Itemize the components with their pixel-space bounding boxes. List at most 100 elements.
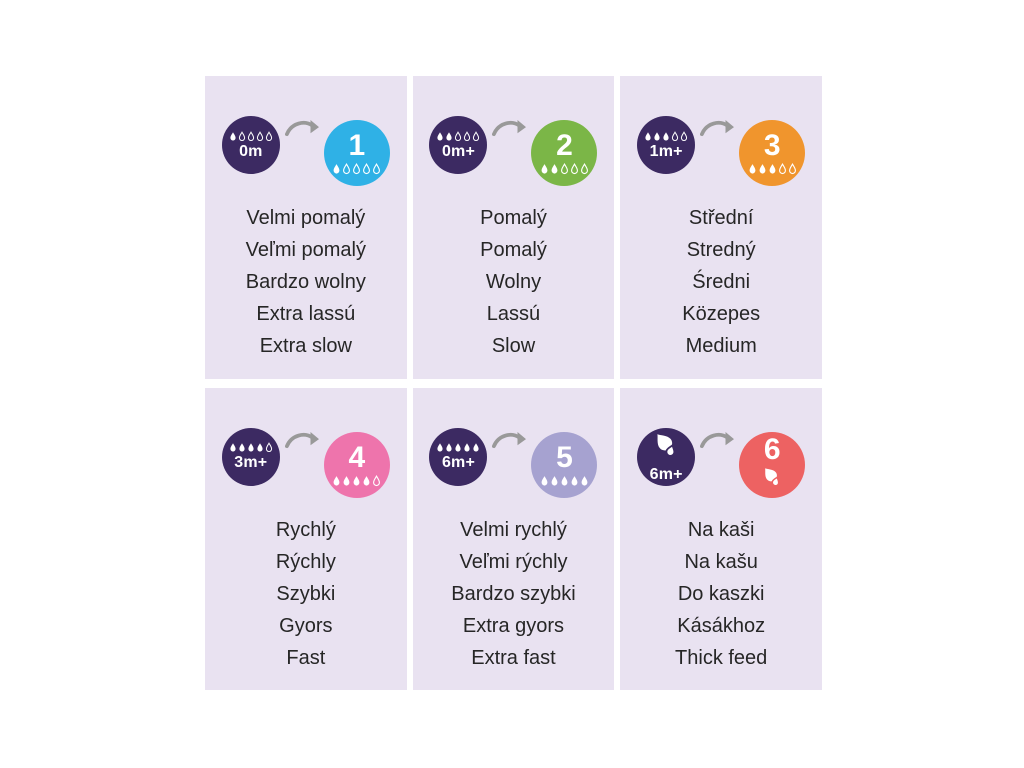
flow-circle-icon	[332, 473, 381, 487]
age-circle-icon	[651, 430, 681, 465]
flow-name: Fast	[286, 646, 326, 669]
droplet-icon	[581, 163, 588, 175]
flow-circle-icon	[760, 465, 784, 494]
flow-name: Rychlý	[275, 518, 336, 541]
droplet-icon	[749, 164, 756, 174]
droplet-icon	[541, 475, 548, 486]
droplet-icon	[363, 475, 370, 486]
droplet-icon	[464, 443, 471, 452]
flow-circle-icon	[332, 161, 381, 175]
flow-number: 1	[348, 129, 366, 162]
flow-name: Velmi pomalý	[246, 207, 366, 229]
flow-names-list: Rychlý Rýchly Szybki Gyors Fast	[205, 514, 407, 674]
droplet-icon	[265, 130, 272, 141]
droplet-icon	[230, 443, 236, 452]
droplet-icon	[769, 164, 776, 174]
droplet-icon	[681, 130, 688, 141]
flow-number: 4	[348, 440, 366, 474]
age-circle-icon	[436, 130, 480, 142]
flow-name: Extra fast	[471, 646, 556, 669]
flow-circle-icon	[540, 161, 589, 175]
age-circle-icon	[229, 130, 273, 142]
flow-icon-row: 6m+ 6	[637, 427, 806, 498]
flow-names-list: Střední Stredný Średni Közepes Medium	[620, 202, 822, 362]
droplet-icon	[248, 443, 254, 452]
flow-name: Wolny	[485, 271, 542, 293]
flow-name: Lassú	[486, 303, 541, 325]
droplet-row	[229, 130, 273, 142]
droplet-icon	[663, 131, 669, 141]
droplet-row	[332, 474, 381, 487]
droplet-icon	[333, 475, 340, 486]
age-circle-icon	[229, 442, 273, 453]
flow-icon-row: 6m+ 5	[429, 427, 598, 498]
flow-name: Közepes	[682, 303, 761, 325]
age-label: 0m	[239, 142, 263, 160]
droplet-icon	[788, 163, 796, 175]
flow-number-circle: 2	[531, 120, 598, 186]
upgrade-curved-arrow-icon	[492, 431, 527, 448]
droplet-icon	[343, 163, 351, 175]
flow-names-list: Velmi rychlý Veľmi rýchly Bardzo szybki Ext…	[413, 514, 615, 674]
droplet-icon	[373, 163, 381, 175]
age-label: 6m+	[649, 466, 683, 483]
flow-name: Do kaszki	[677, 582, 765, 605]
upgrade-curved-arrow-icon	[284, 120, 319, 137]
thick-feed-icon	[651, 434, 681, 464]
flow-name: Bardzo szybki	[451, 582, 576, 605]
flow-names-list: Velmi pomalý Veľmi pomalý Bardzo wolny Extr…	[205, 202, 407, 362]
flow-name: Veľmi pomalý	[245, 239, 366, 261]
flow-name: Rýchly	[275, 550, 336, 573]
droplet-icon	[446, 131, 453, 141]
flow-names-list: Pomalý Pomalý Wolny Lassú Slow	[413, 202, 615, 362]
droplet-icon	[256, 130, 263, 141]
flow-card-1: 0m 1 Velmi pomalý Veľmi pomalý Bardzo woln…	[205, 76, 407, 379]
flow-name: Średni	[692, 271, 751, 293]
flow-number: 5	[556, 440, 573, 474]
flow-icon-row: 0m 1	[221, 116, 390, 186]
flow-name: Thick feed	[675, 646, 768, 669]
flow-cards-grid: 0m 1 Velmi pomalý Veľmi pomalý Bardzo woln…	[205, 76, 822, 690]
droplet-icon	[551, 475, 558, 486]
droplet-icon	[541, 164, 548, 174]
flow-name: Pomalý	[480, 207, 547, 229]
droplet-icon	[654, 131, 660, 141]
flow-name: Extra slow	[259, 335, 352, 357]
droplet-row	[436, 130, 480, 142]
droplet-row	[540, 475, 589, 487]
droplet-icon	[473, 443, 480, 452]
flow-number: 6	[763, 433, 781, 466]
flow-number-circle: 4	[323, 431, 390, 498]
age-label: 0m+	[441, 142, 476, 160]
flow-circle-icon	[540, 473, 589, 487]
droplet-icon	[239, 443, 245, 452]
droplet-icon	[551, 164, 558, 174]
age-circle: 6m+	[637, 427, 696, 486]
flow-number: 3	[763, 129, 781, 162]
flow-number: 2	[556, 129, 573, 162]
flow-name: Bardzo wolny	[245, 271, 366, 293]
flow-name: Szybki	[276, 582, 336, 605]
droplet-row	[229, 442, 273, 453]
droplet-icon	[778, 163, 786, 175]
droplet-icon	[645, 131, 651, 141]
droplet-icon	[446, 443, 453, 452]
droplet-icon	[455, 130, 462, 141]
flow-name: Velmi rychlý	[460, 518, 567, 541]
age-circle: 6m+	[429, 427, 488, 486]
droplet-icon	[571, 475, 578, 486]
droplet-row	[644, 130, 688, 142]
flow-number-circle: 1	[323, 120, 390, 186]
thick-feed-icon	[760, 468, 784, 493]
flow-card-4: 3m+ 4 Rychlý Rýchly Szybki Gyors Fast	[205, 387, 407, 690]
droplet-icon	[759, 164, 766, 174]
flow-card-2: 0m+ 2 Pomalý Pomalý Wolny Lassú Slow	[412, 76, 615, 379]
flow-name: Stredný	[686, 239, 756, 261]
flow-name: Střední	[688, 207, 754, 229]
flow-name: Extra lassú	[256, 303, 356, 325]
droplet-row	[748, 163, 797, 175]
droplet-icon	[455, 443, 462, 452]
droplet-icon	[247, 130, 254, 141]
age-circle: 3m+	[221, 427, 280, 486]
upgrade-curved-arrow-icon	[700, 431, 735, 448]
